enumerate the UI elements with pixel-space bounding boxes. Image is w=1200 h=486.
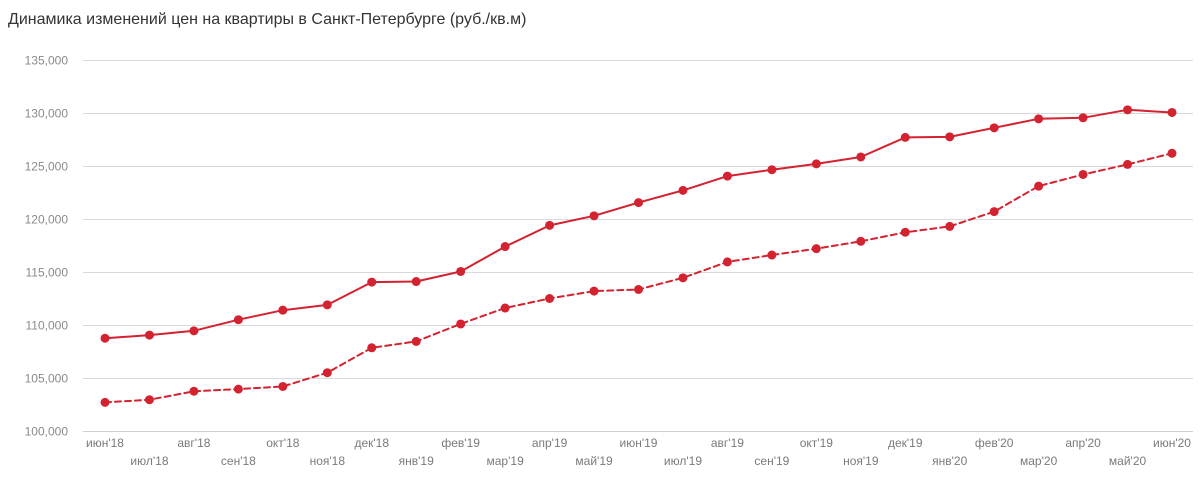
x-tick-label: янв'19 [399, 454, 434, 468]
data-point [811, 159, 821, 169]
data-point [856, 152, 866, 162]
x-tick-label: апр'20 [1065, 436, 1101, 450]
data-point [456, 319, 466, 329]
data-point [767, 165, 777, 175]
data-point [278, 381, 288, 391]
gridlines [83, 60, 1193, 432]
data-point [100, 333, 110, 343]
x-tick-label: сен'19 [754, 454, 789, 468]
y-tick-label: 115,000 [26, 266, 69, 280]
x-tick-label: янв'20 [932, 454, 967, 468]
data-point [1034, 181, 1044, 191]
data-point [1034, 114, 1044, 124]
y-tick-label: 135,000 [25, 54, 69, 68]
data-point [767, 250, 777, 260]
data-point [989, 207, 999, 217]
x-tick-label: окт'19 [800, 436, 834, 450]
data-point [411, 336, 421, 346]
x-tick-label: фев'19 [441, 436, 480, 450]
x-tick-label: дек'19 [888, 436, 923, 450]
data-point [811, 244, 821, 254]
data-point [678, 273, 688, 283]
x-tick-label: июн'19 [620, 436, 658, 450]
y-tick-label: 110,000 [26, 319, 69, 333]
data-point [233, 315, 243, 325]
data-point [634, 284, 643, 294]
x-tick-label: май'20 [1109, 454, 1147, 468]
data-point [100, 397, 110, 407]
y-tick-label: 105,000 [25, 372, 69, 386]
data-point [500, 303, 510, 313]
data-point [945, 221, 955, 231]
y-tick-label: 120,000 [25, 213, 69, 227]
series-line-dashed [104, 152, 1173, 404]
y-tick-label: 100,000 [25, 425, 69, 439]
data-point [322, 368, 332, 378]
x-tick-label: мар'19 [487, 454, 525, 468]
x-tick-label: мар'20 [1020, 454, 1058, 468]
x-tick-label: авг'19 [711, 436, 744, 450]
data-point [545, 220, 555, 230]
x-tick-label: июн'18 [86, 436, 124, 450]
data-point [589, 211, 599, 221]
data-point [144, 330, 154, 340]
x-tick-label: ноя'18 [310, 454, 346, 468]
data-point [678, 185, 688, 195]
x-tick-label: июн'20 [1153, 436, 1191, 450]
series-points [100, 105, 1177, 407]
data-point [189, 386, 199, 396]
data-point [722, 171, 732, 181]
data-point [456, 266, 466, 276]
x-tick-label: фев'20 [975, 436, 1014, 450]
data-point [411, 277, 421, 287]
data-point [1078, 113, 1088, 123]
x-tick-label: дек'18 [354, 436, 389, 450]
data-point [144, 395, 154, 405]
data-point [367, 277, 377, 287]
data-point [1123, 105, 1133, 115]
chart-title: Динамика изменений цен на квартиры в Сан… [8, 11, 527, 28]
x-tick-label: окт'18 [266, 436, 300, 450]
data-point [545, 294, 555, 303]
data-point [945, 132, 955, 142]
x-tick-label: май'19 [575, 454, 613, 468]
series-line-solid [104, 108, 1173, 340]
data-point [1123, 159, 1133, 169]
x-tick-label: июл'18 [130, 454, 168, 468]
series-lines [104, 108, 1173, 404]
data-point [500, 242, 510, 252]
data-point [900, 227, 910, 237]
y-axis-tick-labels: 100,000 105,000 110,000 115,000 120,000 125,0… [25, 54, 69, 439]
data-point [278, 305, 288, 315]
data-point [634, 198, 643, 208]
data-point [900, 132, 910, 142]
data-point [989, 123, 999, 133]
data-point [856, 236, 866, 246]
data-point [589, 286, 599, 296]
x-tick-label: июл'19 [664, 454, 702, 468]
x-tick-label: апр'19 [532, 436, 568, 450]
x-axis-tick-labels: июн'18 июл'18 авг'18 сен'18 окт'18 ноя'18 дек'… [86, 436, 1191, 468]
data-point [1167, 148, 1177, 158]
data-point [722, 257, 732, 267]
data-point [233, 384, 243, 394]
x-tick-label: авг'18 [177, 436, 210, 450]
data-point [1167, 107, 1177, 117]
data-point [189, 326, 199, 336]
y-tick-label: 130,000 [25, 107, 69, 121]
data-point [1078, 169, 1088, 179]
data-point [322, 300, 332, 310]
data-point [367, 343, 377, 353]
x-tick-label: сен'18 [221, 454, 256, 468]
y-tick-label: 125,000 [25, 160, 69, 174]
x-tick-label: ноя'19 [843, 454, 879, 468]
